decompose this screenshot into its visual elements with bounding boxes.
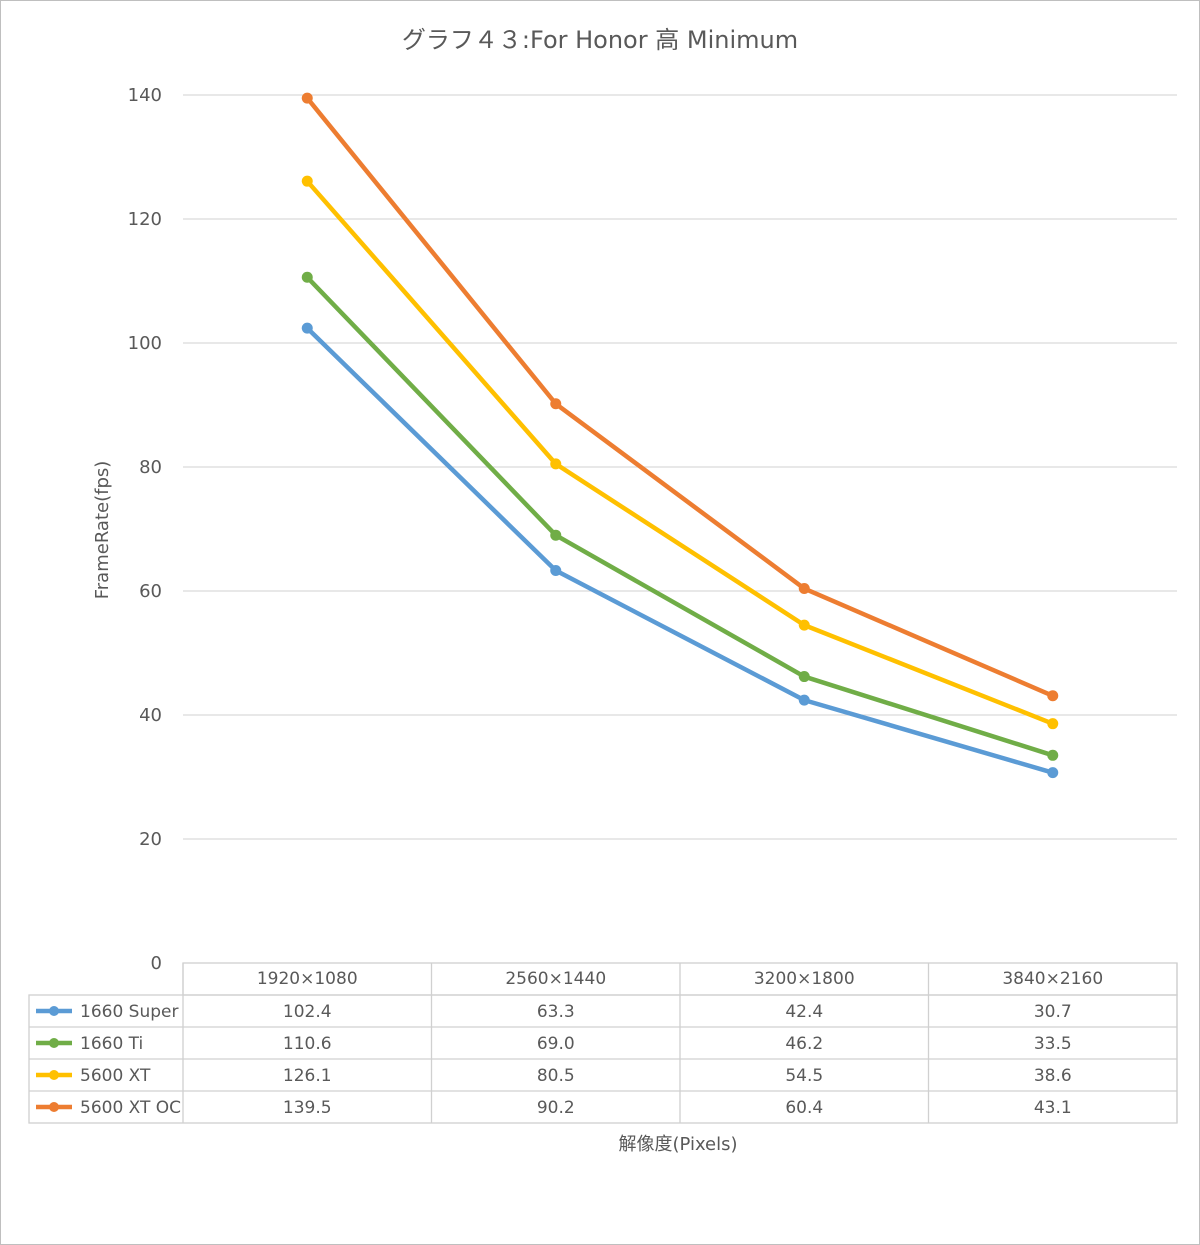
y-tick-label: 120 (128, 209, 162, 230)
data-table-value: 43.1 (1034, 1098, 1072, 1118)
data-point (550, 565, 562, 577)
data-point (550, 398, 562, 410)
y-tick-label: 140 (128, 85, 162, 106)
y-tick-label: 100 (128, 333, 162, 354)
data-point (1047, 718, 1059, 730)
series-1 (301, 271, 1059, 761)
series-lines (301, 92, 1059, 779)
legend-series-name: 1660 Ti (80, 1034, 143, 1054)
series-line (305, 325, 1055, 775)
data-point (301, 175, 313, 187)
legend-series-name: 5600 XT OC (80, 1098, 181, 1118)
x-category-label: 1920×1080 (257, 969, 358, 989)
data-point (1047, 767, 1059, 779)
y-tick-label: 40 (139, 705, 162, 726)
legend-series-name: 5600 XT (80, 1066, 151, 1086)
data-table-value: 102.4 (283, 1002, 332, 1022)
legend-series-name: 1660 Super (80, 1002, 178, 1022)
data-table-value: 69.0 (537, 1034, 575, 1054)
data-table: 1920×1080 2560×1440 3200×1800 3840×2160 1660… (28, 962, 1178, 1124)
data-point (301, 322, 313, 334)
x-category-label: 3200×1800 (754, 969, 855, 989)
data-point (798, 583, 810, 595)
y-tick-label: 20 (139, 829, 162, 850)
data-point (1047, 749, 1059, 761)
legend-key-marker (49, 1006, 59, 1016)
series-0 (301, 322, 1059, 779)
data-table-value: 139.5 (283, 1098, 332, 1118)
series-2 (301, 175, 1059, 730)
y-axis-label: FrameRate(fps) (92, 461, 113, 600)
x-category-label: 2560×1440 (505, 969, 606, 989)
data-point (1047, 690, 1059, 702)
series-3 (301, 92, 1059, 702)
data-point (301, 92, 313, 104)
chart-title: グラフ４３:For Honor 高 Minimum (402, 26, 798, 54)
data-table-value: 46.2 (785, 1034, 823, 1054)
data-point (798, 694, 810, 706)
legend-key-marker (49, 1070, 59, 1080)
data-table-value: 63.3 (537, 1002, 575, 1022)
data-table-value: 38.6 (1034, 1066, 1072, 1086)
x-axis-label: 解像度(Pixels) (618, 1134, 737, 1155)
series-line (305, 95, 1055, 699)
data-table-value: 90.2 (537, 1098, 575, 1118)
legend-key-marker (49, 1038, 59, 1048)
y-tick-label: 60 (139, 581, 162, 602)
y-tick-label: 0 (151, 953, 162, 974)
data-point (301, 271, 313, 283)
data-point (550, 458, 562, 470)
series-line (305, 275, 1055, 758)
data-table-value: 110.6 (283, 1034, 332, 1054)
data-table-value: 33.5 (1034, 1034, 1072, 1054)
y-axis-ticks: 0 20 40 60 80 100 120 140 (128, 85, 162, 974)
gridlines (183, 94, 1177, 840)
y-tick-label: 80 (139, 457, 162, 478)
data-table-value: 60.4 (785, 1098, 823, 1118)
data-table-value: 126.1 (283, 1066, 332, 1086)
series-line (305, 178, 1055, 726)
data-point (798, 671, 810, 683)
data-table-value: 42.4 (785, 1002, 823, 1022)
data-table-value: 54.5 (785, 1066, 823, 1086)
x-category-label: 3840×2160 (1002, 969, 1103, 989)
legend-key-marker (49, 1102, 59, 1112)
data-point (550, 529, 562, 541)
data-table-value: 30.7 (1034, 1002, 1072, 1022)
data-point (798, 619, 810, 631)
data-table-value: 80.5 (537, 1066, 575, 1086)
